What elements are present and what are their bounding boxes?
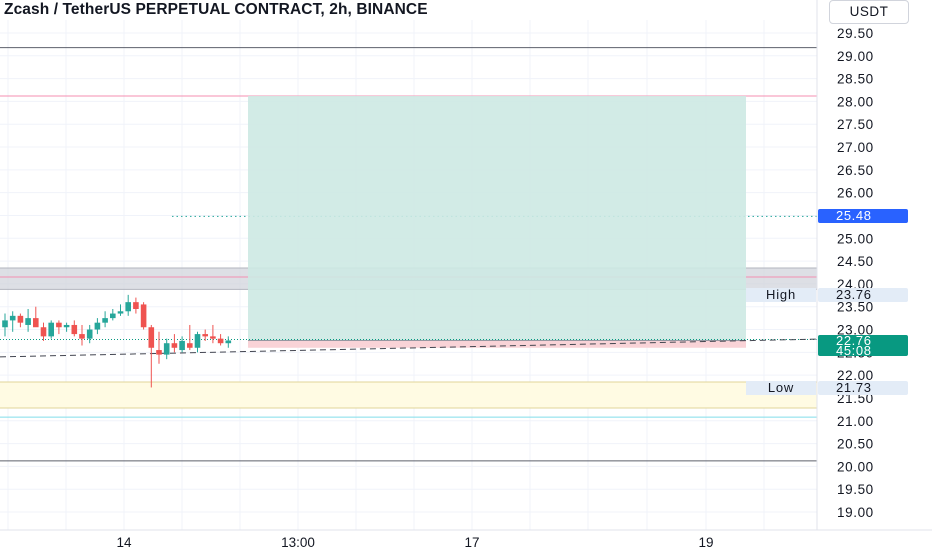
price-tick-label: 26.00: [837, 186, 874, 201]
candle-body: [25, 318, 31, 325]
price-axis-bg: [817, 0, 932, 550]
price-tick-label: 23.00: [837, 323, 874, 338]
time-tick-label: 14: [116, 535, 132, 550]
candle-body: [17, 315, 24, 323]
price-tick-label: 19.00: [837, 505, 874, 520]
candle-body: [194, 334, 201, 348]
high-label: High: [746, 288, 816, 302]
candle-body: [148, 327, 155, 348]
price-tick-label: 26.50: [837, 163, 874, 178]
candle-body: [2, 320, 8, 328]
candle-body: [156, 350, 162, 355]
candle-body: [140, 304, 147, 328]
candle-body: [79, 334, 85, 339]
price-tick-label: 21.00: [837, 414, 874, 429]
chart-title: Zcash / TetherUS PERPETUAL CONTRACT, 2h,…: [4, 1, 428, 18]
price-tick-label: 27.00: [837, 140, 874, 155]
target-price-tag: 25.48: [818, 209, 908, 223]
profit-zone: [248, 95, 746, 341]
price-tick-label: 19.50: [837, 482, 874, 497]
candle-body: [86, 329, 93, 339]
candle-body: [179, 340, 185, 351]
price-tick-label: 29.50: [837, 26, 874, 41]
candle-body: [33, 318, 39, 328]
price-tick-label: 28.00: [837, 94, 874, 109]
candle-body: [125, 302, 131, 312]
price-tick-label: 24.50: [837, 254, 874, 269]
trend-line: [0, 338, 818, 358]
candle-body: [225, 340, 232, 344]
price-tick-label: 29.00: [837, 49, 874, 64]
price-axis: 19.0019.5020.0020.5021.0021.5022.0022.50…: [816, 0, 932, 550]
time-tick-label: 17: [464, 535, 479, 550]
candle-body: [187, 343, 193, 348]
price-tick-label: 28.50: [837, 72, 874, 87]
price-tick-label: 22.00: [837, 368, 874, 383]
price-zone: [0, 381, 817, 408]
candle-body: [202, 334, 208, 337]
candle-body: [171, 343, 178, 348]
price-tick-label: 25.00: [837, 231, 874, 246]
candle-body: [48, 322, 54, 337]
candle-body: [117, 311, 124, 314]
low-label: Low: [746, 381, 816, 395]
candle-body: [102, 318, 108, 323]
price-tick-label: 20.50: [837, 437, 874, 452]
candle-body: [210, 336, 216, 339]
price-tick-label: 23.50: [837, 300, 874, 315]
price-tick-label: 20.00: [837, 459, 874, 474]
bar-countdown: 45:08: [836, 343, 872, 358]
currency-button[interactable]: USDT: [829, 0, 909, 24]
time-tick-label: 13:00: [281, 535, 315, 550]
candlestick-series: [2, 294, 232, 388]
trend-line-dashed: [0, 338, 818, 358]
time-axis: 14 13:00 17 19: [0, 529, 932, 550]
loss-zone: [248, 340, 746, 348]
time-tick-label: 19: [698, 535, 713, 550]
last-price-tag: 22.76 45:08: [818, 333, 908, 358]
candle-body: [63, 324, 70, 328]
candle-body: [9, 315, 16, 321]
candle-body: [94, 322, 101, 330]
candle-body: [217, 338, 224, 344]
candle-body: [56, 322, 62, 328]
candle-body: [71, 324, 78, 335]
price-tick-label: 27.50: [837, 117, 874, 132]
low-price-tag: 21.73: [818, 381, 908, 395]
high-price-tag: 23.76: [818, 288, 908, 302]
candle-body: [163, 343, 170, 355]
candle-body: [110, 313, 116, 319]
long-position-tool: [0, 95, 817, 348]
candle-body: [40, 327, 47, 337]
candle-body: [133, 302, 139, 309]
last-price-value: 22.76: [836, 333, 872, 348]
